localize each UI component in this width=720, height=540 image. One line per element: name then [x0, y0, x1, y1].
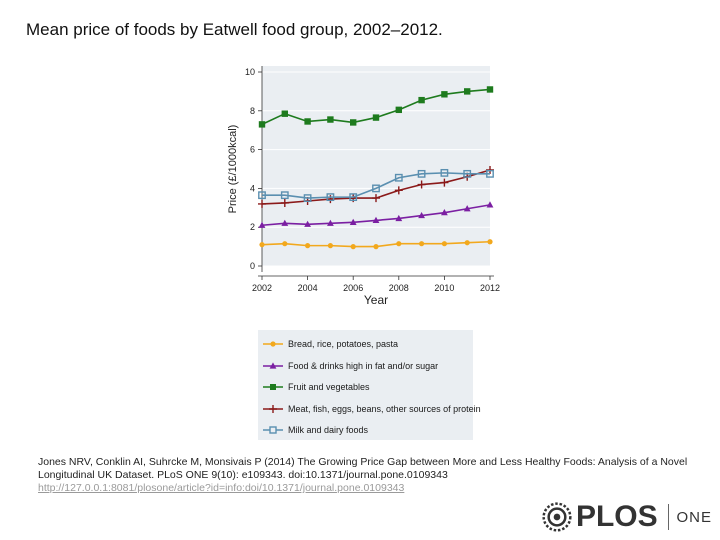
y-tick-label: 10	[245, 67, 255, 77]
data-point	[349, 193, 358, 202]
data-point	[396, 241, 402, 247]
data-point	[304, 220, 311, 227]
y-tick-label: 8	[250, 106, 255, 116]
citation-link[interactable]: http://127.0.0.1:8081/plosone/article?id…	[38, 482, 405, 494]
y-tick-label: 6	[250, 145, 255, 155]
y-tick-label: 4	[250, 183, 255, 193]
legend-item: Bread, rice, potatoes, pasta	[262, 334, 398, 354]
data-point	[258, 221, 266, 228]
legend-marker	[270, 384, 276, 390]
legend-label: Meat, fish, eggs, beans, other sources o…	[288, 403, 481, 414]
data-point	[440, 168, 449, 177]
x-tick-label: 2006	[343, 283, 363, 293]
legend-item: Fruit and vegetables	[262, 377, 370, 397]
y-tick-label: 0	[250, 261, 255, 271]
logo-divider	[667, 504, 669, 530]
legend-label: Fruit and vegetables	[288, 382, 370, 392]
citation: Jones NRV, Conklin AI, Suhrcke M, Monsiv…	[38, 456, 688, 495]
x-tick-label: 2010	[434, 283, 454, 293]
x-tick-label: 2012	[480, 283, 500, 293]
x-axis-title: Year	[364, 293, 388, 307]
data-point	[350, 119, 357, 126]
series-line-4	[262, 172, 490, 199]
data-point	[418, 211, 425, 219]
data-point	[259, 242, 265, 248]
data-point	[440, 178, 449, 187]
legend-label: Bread, rice, potatoes, pasta	[288, 339, 399, 349]
data-point	[372, 216, 380, 224]
data-point	[463, 169, 472, 178]
plos-logo-icon	[542, 502, 572, 532]
x-tick-label: 2008	[389, 283, 409, 293]
chart-legend: Bread, rice, potatoes, pasta Food & drink…	[258, 330, 481, 440]
legend-swatch	[263, 361, 283, 369]
data-point	[441, 91, 448, 98]
data-point	[327, 116, 334, 123]
legend-marker	[269, 404, 277, 413]
data-point	[280, 191, 289, 200]
y-axis-title: Price (£/1000kcal)	[227, 125, 239, 214]
legend-swatch	[263, 426, 283, 434]
data-point	[417, 169, 426, 178]
data-point	[327, 219, 334, 226]
data-point	[486, 201, 494, 208]
data-point	[372, 184, 380, 193]
data-point	[372, 114, 380, 121]
plos-one-logo: PLOS ONE	[542, 497, 712, 537]
logo-suffix: ONE	[676, 508, 712, 526]
data-point	[394, 186, 403, 195]
data-point	[463, 205, 471, 212]
legend-item: Meat, fish, eggs, beans, other sources o…	[262, 399, 481, 419]
line-chart: 0 2 4 6 8 10 2002 2004 2006 2008 2010 2012 Year Price…	[227, 63, 501, 307]
data-point	[486, 86, 494, 93]
data-point	[417, 180, 426, 189]
data-point	[327, 243, 333, 249]
data-point	[373, 244, 379, 250]
legend-swatch	[263, 404, 283, 413]
legend-label: Food & drinks high in fat and/or sugar	[288, 360, 439, 371]
data-point	[280, 198, 289, 207]
page-title: Mean price of foods by Eatwell food grou…	[26, 20, 443, 39]
data-point	[258, 191, 266, 200]
legend-swatch	[263, 341, 283, 347]
data-point	[419, 241, 425, 247]
data-point	[350, 244, 356, 250]
citation-text: Jones NRV, Conklin AI, Suhrcke M, Monsiv…	[38, 456, 688, 481]
data-point	[304, 118, 311, 125]
data-point	[281, 110, 288, 117]
data-point	[464, 88, 471, 95]
logo-wordmark: PLOS	[575, 500, 658, 533]
data-point	[395, 214, 403, 222]
data-point	[464, 240, 470, 246]
data-point	[418, 96, 425, 104]
data-point	[349, 218, 357, 225]
data-point	[372, 194, 380, 203]
legend-label: Milk and dairy foods	[288, 425, 369, 435]
data-point	[303, 194, 312, 202]
plot-frame	[257, 63, 497, 269]
data-point	[441, 209, 448, 216]
legend-item: Food & drinks high in fat and/or sugar	[262, 356, 438, 376]
data-point	[394, 173, 403, 182]
data-point	[395, 106, 402, 114]
data-point	[305, 243, 311, 249]
x-tick-label: 2004	[298, 283, 318, 293]
legend-marker	[270, 341, 276, 347]
data-point	[441, 241, 447, 247]
data-point	[487, 239, 493, 245]
x-tick-label: 2002	[252, 283, 272, 293]
legend-swatch	[263, 384, 283, 390]
plot-area	[262, 66, 490, 266]
y-tick-label: 2	[250, 222, 255, 232]
data-point	[282, 241, 288, 247]
legend-marker	[269, 426, 277, 434]
data-point	[281, 219, 289, 226]
data-point	[258, 199, 266, 208]
legend-marker	[269, 361, 277, 369]
data-point	[486, 169, 494, 178]
data-point	[258, 121, 266, 128]
legend-item: Milk and dairy foods	[262, 420, 368, 440]
data-point	[326, 193, 335, 202]
